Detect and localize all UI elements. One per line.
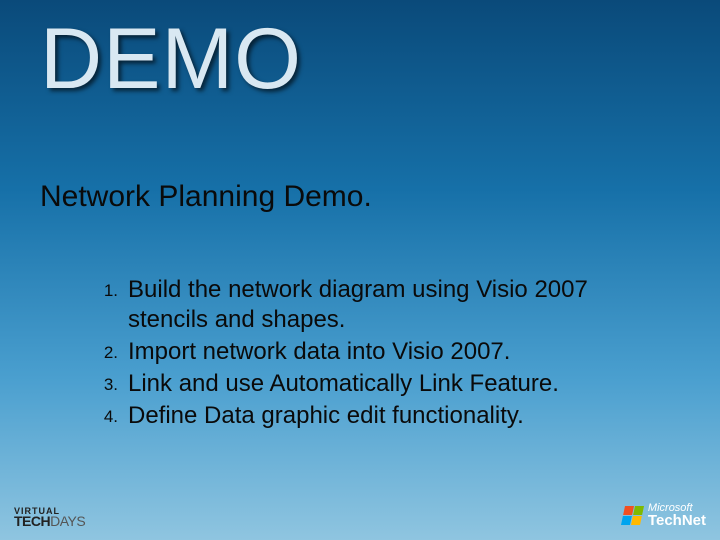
logo-tech: TECH [14, 513, 50, 529]
slide-title: DEMO [40, 10, 302, 109]
list-number: 1. [90, 275, 128, 301]
numbered-list: 1. Build the network diagram using Visio… [90, 275, 650, 433]
list-item: 3. Link and use Automatically Link Featu… [90, 369, 650, 399]
list-item: 2. Import network data into Visio 2007. [90, 337, 650, 367]
microsoft-flag-icon [621, 506, 644, 525]
list-number: 2. [90, 337, 128, 363]
list-text: Import network data into Visio 2007. [128, 337, 650, 367]
microsoft-technet-logo: Microsoft TechNet [623, 503, 706, 528]
footer: VIRTUAL TECHDAYS Microsoft TechNet [0, 492, 720, 532]
technet-product: TechNet [648, 514, 706, 528]
slide: DEMO Network Planning Demo. 1. Build the… [0, 0, 720, 540]
slide-subtitle: Network Planning Demo. [40, 180, 372, 214]
microsoft-text: Microsoft TechNet [648, 503, 706, 528]
list-text: Build the network diagram using Visio 20… [128, 275, 650, 335]
logo-line2: TECHDAYS [14, 516, 85, 528]
virtual-techdays-logo: VIRTUAL TECHDAYS [14, 508, 85, 528]
list-item: 4. Define Data graphic edit functionalit… [90, 401, 650, 431]
list-number: 3. [90, 369, 128, 395]
list-text: Define Data graphic edit functionality. [128, 401, 650, 431]
list-item: 1. Build the network diagram using Visio… [90, 275, 650, 335]
list-number: 4. [90, 401, 128, 427]
list-text: Link and use Automatically Link Feature. [128, 369, 650, 399]
logo-days: DAYS [50, 513, 85, 529]
